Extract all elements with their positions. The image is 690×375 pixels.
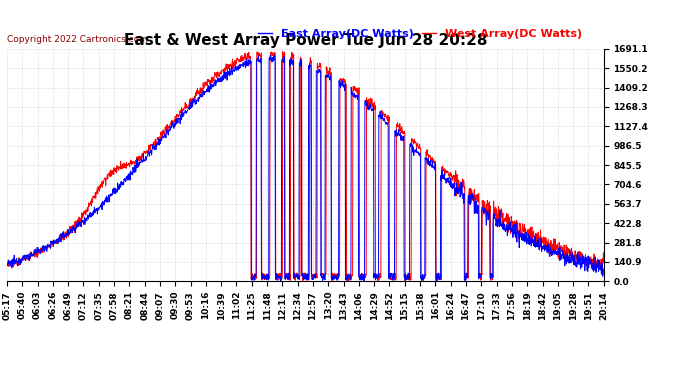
- Legend: East Array(DC Watts), West Array(DC Watts): East Array(DC Watts), West Array(DC Watt…: [254, 24, 586, 43]
- Title: East & West Array Power Tue Jun 28 20:28: East & West Array Power Tue Jun 28 20:28: [124, 33, 487, 48]
- Text: Copyright 2022 Cartronics.com: Copyright 2022 Cartronics.com: [7, 35, 148, 44]
